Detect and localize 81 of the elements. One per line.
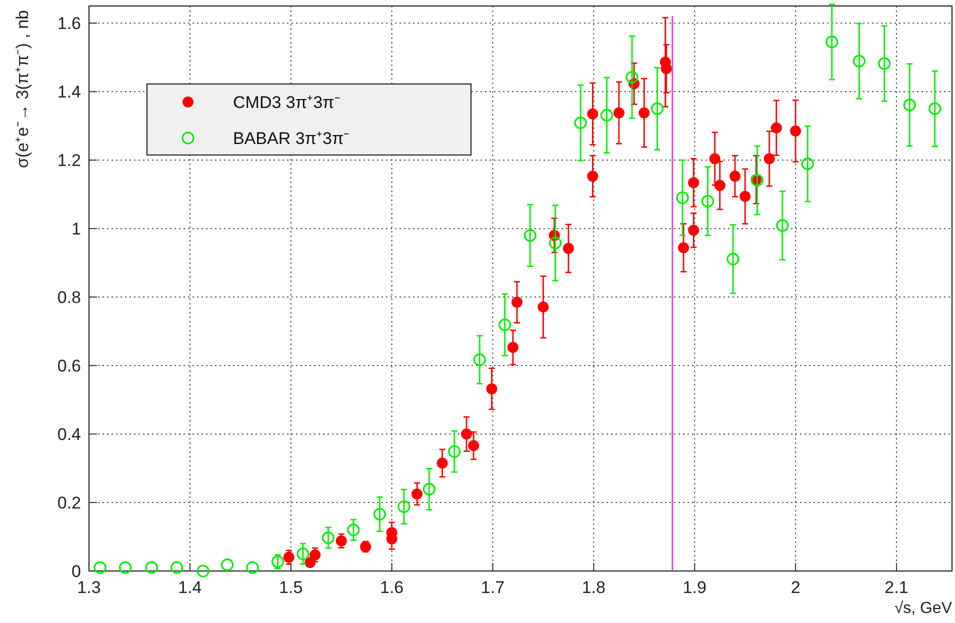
y-tick-label: 1.4: [57, 82, 81, 102]
point: [826, 36, 838, 48]
point: [170, 561, 184, 574]
legend-label: BABAR 3π⁺3π⁻: [233, 129, 350, 148]
y-tick-label: 1.2: [57, 151, 81, 170]
point: [220, 558, 234, 572]
x-tick-label: 1.7: [480, 578, 505, 597]
y-tick-label: 0: [72, 562, 81, 581]
point: [347, 524, 360, 536]
y-tick-label: 0.2: [57, 494, 81, 513]
point: [714, 180, 726, 191]
point: [650, 102, 664, 116]
point: [852, 54, 866, 68]
point: [729, 170, 740, 182]
point: [600, 108, 614, 122]
point: [473, 353, 486, 366]
point: [422, 482, 436, 496]
point: [196, 564, 210, 578]
point: [776, 219, 789, 232]
point: [688, 177, 700, 188]
point: [660, 63, 672, 74]
point: [296, 548, 310, 560]
point: [726, 252, 740, 266]
x-tick-label: 1.9: [682, 578, 706, 597]
point: [562, 242, 574, 254]
x-tick-label: 1.5: [279, 578, 303, 597]
point: [928, 102, 942, 116]
point: [246, 561, 259, 574]
point: [322, 531, 335, 544]
x-tick-label: 1.4: [178, 578, 202, 597]
point: [676, 191, 689, 204]
x-axis-title: √s, GeV: [894, 600, 952, 617]
y-tick-label: 1.6: [57, 14, 81, 34]
point: [574, 116, 587, 130]
point: [468, 440, 480, 452]
point: [511, 296, 522, 308]
point: [709, 153, 720, 164]
point: [448, 445, 461, 458]
point: [549, 236, 562, 250]
point: [701, 194, 714, 208]
point: [740, 190, 751, 202]
point: [878, 57, 891, 70]
point: [486, 383, 498, 394]
x-tick-label: 1.3: [77, 578, 101, 597]
point: [461, 428, 472, 440]
point: [613, 107, 624, 118]
x-tick-label: 2: [790, 578, 800, 597]
y-tick-label: 0.8: [57, 288, 81, 308]
point: [412, 488, 423, 500]
y-tick-label: 1: [72, 220, 81, 239]
point: [145, 561, 158, 574]
point: [524, 229, 536, 242]
point: [587, 170, 598, 182]
point: [638, 107, 650, 118]
point: [398, 500, 410, 513]
point: [336, 535, 347, 546]
point: [770, 122, 782, 134]
point: [688, 224, 700, 236]
point: [507, 342, 518, 353]
x-tick-label: 2.1: [884, 578, 908, 597]
x-tick-label: 1.6: [380, 578, 404, 597]
point: [498, 318, 512, 332]
point: [436, 458, 448, 469]
point: [587, 108, 598, 120]
y-tick-label: 0.4: [57, 425, 81, 444]
point: [801, 158, 814, 170]
point: [626, 70, 638, 84]
point: [119, 561, 132, 574]
x-tick-label: 1.8: [582, 578, 606, 597]
point: [903, 98, 916, 112]
point: [678, 242, 690, 254]
point: [764, 153, 775, 164]
legend-label: CMD3 3π⁺3π⁻: [233, 93, 340, 112]
point: [373, 508, 386, 520]
point: [271, 555, 284, 568]
point: [538, 301, 549, 312]
point: [94, 561, 106, 574]
point: [283, 552, 294, 563]
y-tick-label: 0.6: [57, 356, 81, 376]
y-axis-title: σ(e⁺e⁻→ 3(π⁺π⁻) , nb: [13, 10, 32, 168]
point: [790, 125, 802, 136]
